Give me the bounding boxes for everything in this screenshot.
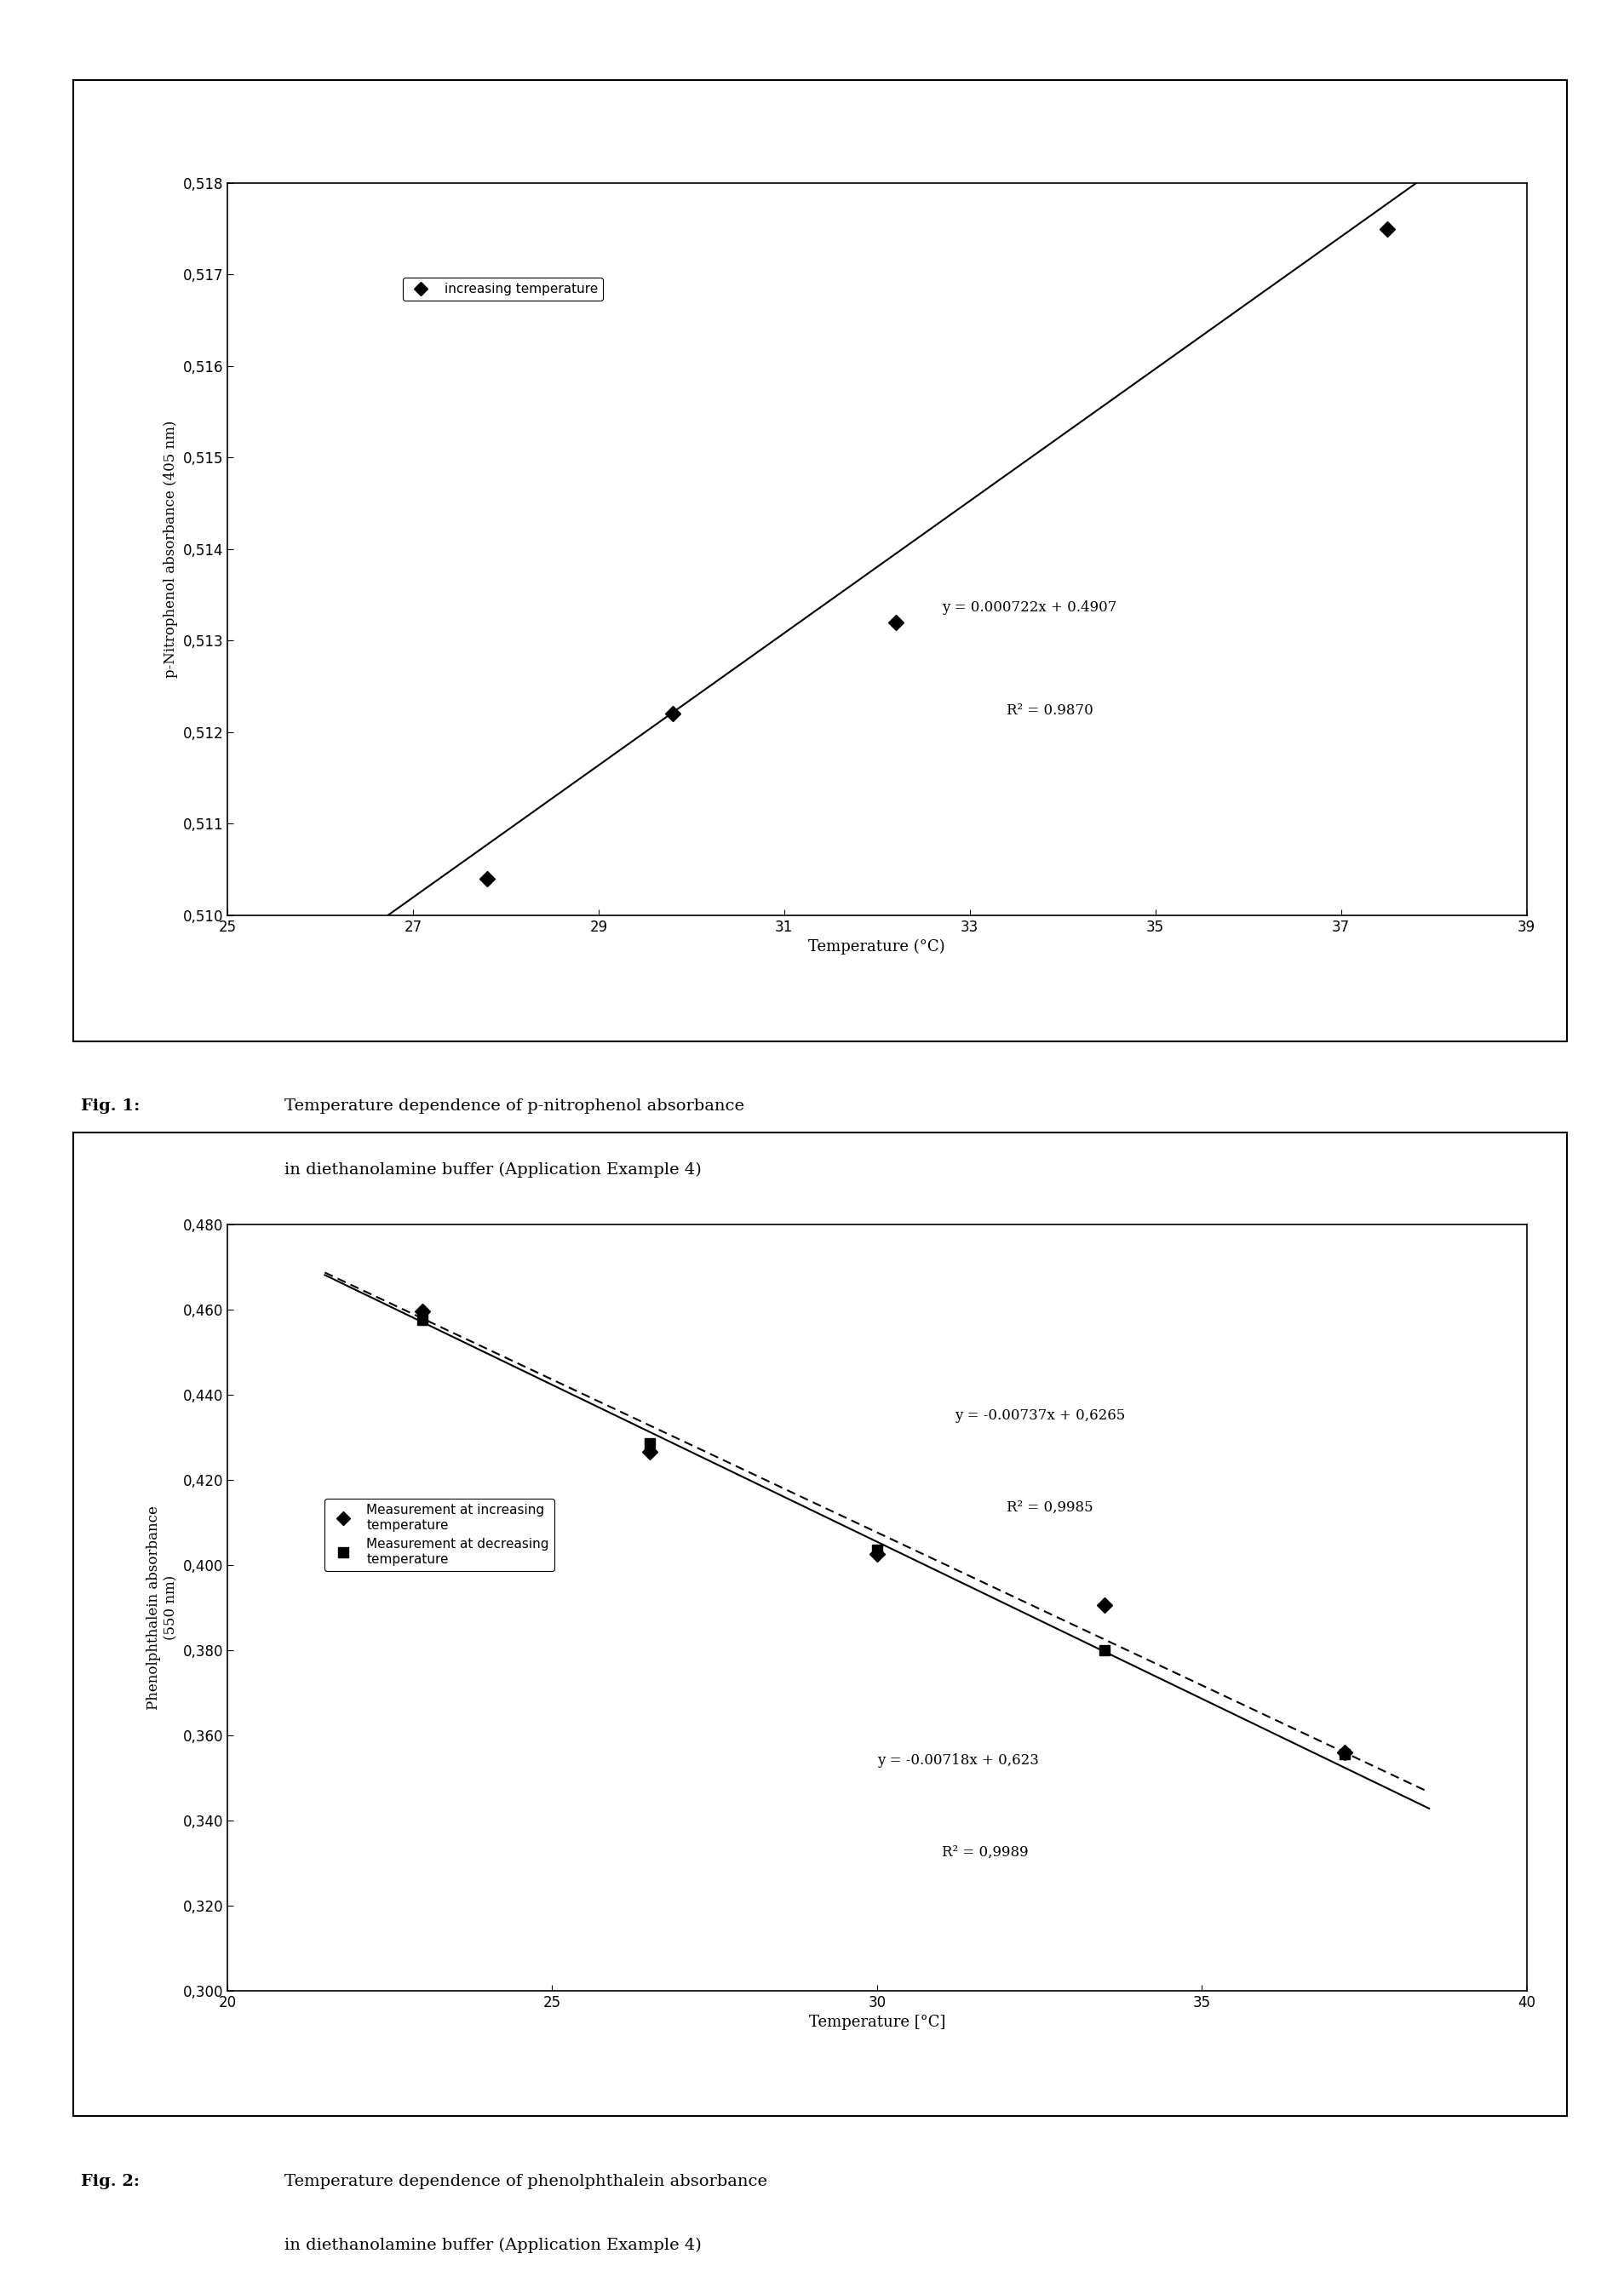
Text: y = -0.00737x + 0,6265: y = -0.00737x + 0,6265 bbox=[955, 1409, 1125, 1423]
Text: y = -0.00718x + 0,623: y = -0.00718x + 0,623 bbox=[877, 1753, 1039, 1769]
Text: R² = 0,9985: R² = 0,9985 bbox=[1007, 1501, 1093, 1515]
X-axis label: Temperature (°C): Temperature (°C) bbox=[809, 940, 945, 954]
Text: Fig. 2:: Fig. 2: bbox=[81, 2174, 140, 2190]
Text: in diethanolamine buffer (Application Example 4): in diethanolamine buffer (Application Ex… bbox=[284, 2238, 702, 2254]
X-axis label: Temperature [°C]: Temperature [°C] bbox=[809, 2016, 945, 2029]
Text: Temperature dependence of phenolphthalein absorbance: Temperature dependence of phenolphthalei… bbox=[284, 2174, 767, 2190]
Text: Fig. 1:: Fig. 1: bbox=[81, 1098, 140, 1114]
Text: R² = 0,9989: R² = 0,9989 bbox=[942, 1846, 1028, 1860]
Legend: increasing temperature: increasing temperature bbox=[403, 277, 603, 300]
Text: y = 0.000722x + 0.4907: y = 0.000722x + 0.4907 bbox=[942, 599, 1117, 615]
Text: in diethanolamine buffer (Application Example 4): in diethanolamine buffer (Application Ex… bbox=[284, 1162, 702, 1178]
Y-axis label: p-Nitrophenol absorbance (405 nm): p-Nitrophenol absorbance (405 nm) bbox=[164, 421, 179, 677]
Legend: Measurement at increasing
temperature, Measurement at decreasing
temperature: Measurement at increasing temperature, M… bbox=[325, 1499, 554, 1572]
Text: Temperature dependence of p-nitrophenol absorbance: Temperature dependence of p-nitrophenol … bbox=[284, 1098, 744, 1114]
Text: R² = 0.9870: R² = 0.9870 bbox=[1007, 702, 1093, 718]
Y-axis label: Phenolphthalein absorbance
(550 nm): Phenolphthalein absorbance (550 nm) bbox=[146, 1506, 179, 1709]
